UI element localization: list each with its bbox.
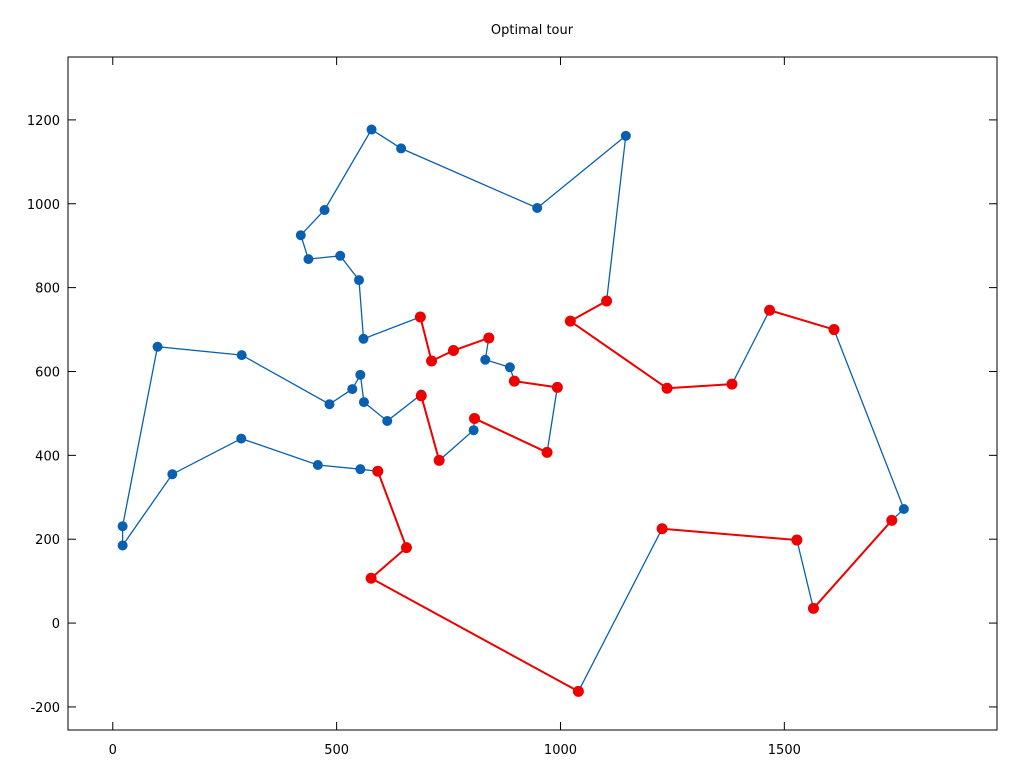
tour-point — [620, 130, 631, 141]
highlight-point — [886, 514, 898, 526]
tour-point — [504, 362, 515, 373]
highlight-point — [726, 378, 738, 390]
highlight-segment — [376, 470, 408, 548]
tour-point — [312, 459, 323, 470]
chart-title: Optimal tour — [491, 23, 574, 38]
highlight-segment — [474, 417, 548, 454]
axis-tick-labels: 0 500 1000 1500 -200 0 200 400 600 800 1000 1200 — [27, 114, 801, 758]
highlight-point — [433, 454, 445, 466]
y-tick-label: 200 — [35, 533, 60, 548]
highlight-points — [365, 295, 898, 697]
tour-point — [167, 469, 178, 480]
highlight-segment — [420, 395, 441, 461]
tour-point — [324, 399, 335, 410]
highlight-point — [541, 446, 553, 458]
tour-point — [303, 254, 314, 265]
tour-point — [396, 143, 407, 154]
highlight-point — [661, 382, 673, 394]
highlight-point — [469, 412, 481, 424]
highlight-point — [791, 534, 803, 546]
tour-point — [898, 504, 909, 515]
tour-points — [117, 124, 909, 697]
tour-point — [335, 250, 346, 261]
highlight-point — [447, 345, 459, 357]
tour-point — [382, 415, 393, 426]
highlight-point — [601, 295, 613, 307]
tour-point — [355, 369, 366, 380]
x-tick-label: 500 — [324, 743, 349, 758]
highlight-segment — [453, 336, 490, 352]
tour-point — [319, 205, 330, 216]
y-tick-label: 800 — [35, 282, 60, 297]
highlight-segment — [370, 546, 408, 579]
highlight-segment — [662, 527, 797, 542]
highlight-point — [365, 572, 377, 584]
x-tick-label: 0 — [109, 743, 117, 758]
highlight-point — [414, 311, 426, 323]
tour-point — [366, 124, 377, 135]
tour-point — [236, 433, 247, 444]
highlight-point — [807, 602, 819, 614]
highlight-segment — [812, 519, 893, 610]
highlight-point — [764, 304, 776, 316]
y-tick-label: 0 — [52, 617, 60, 632]
tour-lines — [121, 128, 905, 692]
highlight-segment — [666, 383, 733, 390]
tour-line — [121, 128, 905, 692]
y-tick-label: -200 — [30, 701, 60, 716]
tour-point — [358, 333, 369, 344]
highlight-point — [426, 355, 438, 367]
highlight-point — [828, 324, 840, 336]
highlight-segment — [569, 320, 668, 390]
highlight-segment — [514, 380, 558, 389]
tour-point — [152, 341, 163, 352]
tour-point — [532, 202, 543, 213]
tour-point — [354, 275, 365, 286]
y-tick-label: 1000 — [27, 198, 60, 213]
axis-ticks — [68, 57, 997, 730]
highlight-point — [656, 523, 668, 535]
plot-frame — [67, 56, 998, 731]
highlight-point — [372, 465, 384, 477]
highlight-point — [551, 381, 563, 393]
y-tick-label: 1200 — [27, 114, 60, 129]
tour-point — [355, 464, 366, 475]
highlight-point — [400, 542, 412, 554]
tour-point — [295, 230, 306, 241]
highlight-point — [572, 685, 584, 697]
highlight-point — [415, 390, 427, 402]
tour-point — [236, 350, 247, 361]
tour-point — [347, 384, 358, 395]
highlight-point — [508, 375, 520, 387]
highlight-segment — [569, 300, 608, 323]
highlight-segment — [419, 316, 433, 362]
highlight-lines — [370, 300, 893, 693]
y-tick-label: 600 — [35, 365, 60, 380]
highlight-point — [564, 315, 576, 327]
tour-point — [358, 397, 369, 408]
highlight-point — [483, 332, 495, 344]
x-tick-label: 1000 — [544, 743, 577, 758]
y-tick-label: 400 — [35, 449, 60, 464]
highlight-segment — [370, 577, 579, 693]
tour-point — [468, 425, 479, 436]
tour-point — [480, 354, 491, 365]
tour-point — [117, 521, 128, 532]
tour-point — [117, 540, 128, 551]
x-tick-label: 1500 — [768, 743, 801, 758]
highlight-segment — [769, 309, 835, 331]
